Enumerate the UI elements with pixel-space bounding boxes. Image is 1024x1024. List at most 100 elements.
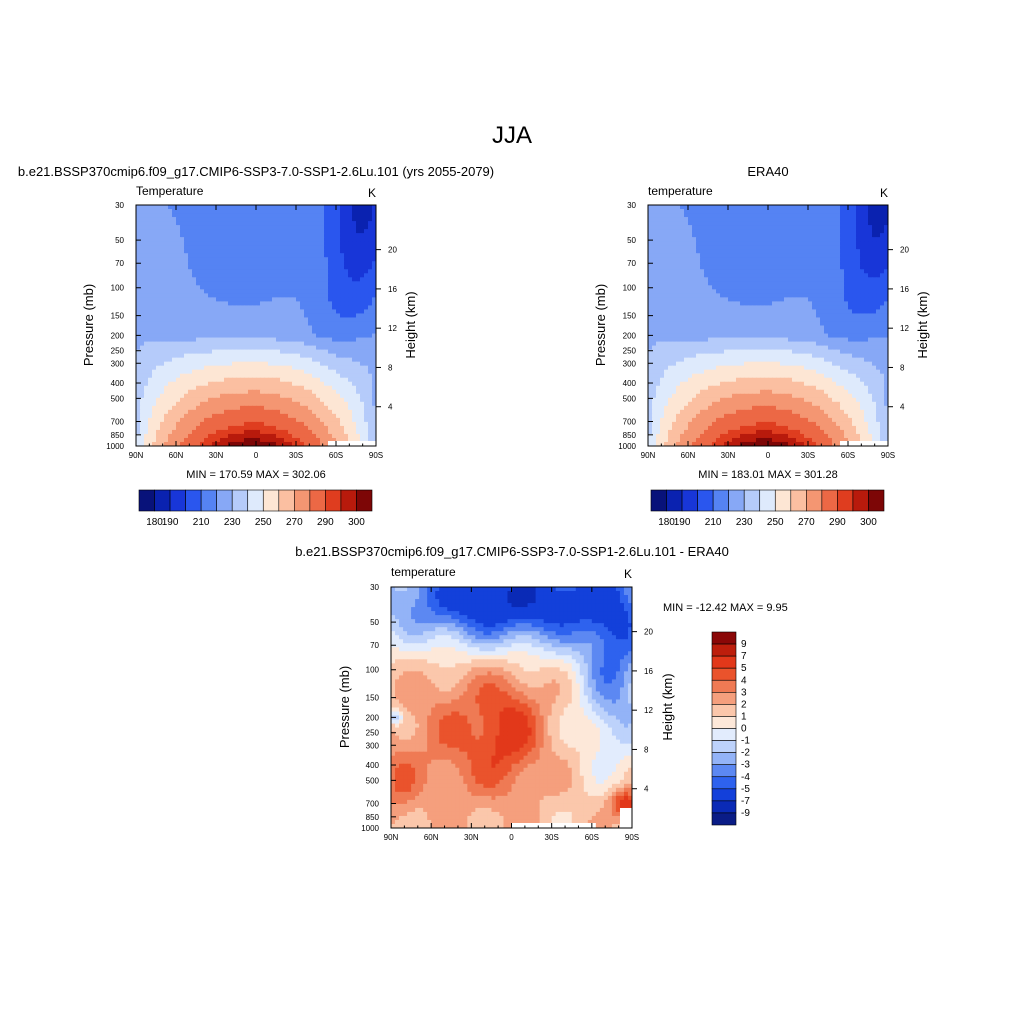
contour-cell [252,389,257,395]
contour-cell [832,213,837,218]
contour-cell [236,389,241,395]
contour-cell [144,221,149,226]
contour-cell [332,365,337,371]
contour-cell [328,265,333,270]
contour-cell [268,281,273,286]
contour-cell [244,341,249,347]
contour-cell [284,269,289,274]
contour-cell [804,225,809,230]
contour-cell [672,205,677,210]
contour-cell [188,245,193,250]
contour-cell [292,229,297,234]
contour-cell [188,257,193,262]
contour-cell [840,273,845,278]
contour-cell [264,381,269,387]
contour-cell [208,297,213,302]
contour-cell [692,233,697,238]
contour-cell [328,365,333,371]
contour-cell [208,337,213,343]
contour-cell [824,265,829,270]
contour-cell [144,361,149,367]
contour-cell [752,253,757,258]
contour-cell [316,289,321,294]
contour-cell [720,217,725,222]
contour-cell [856,213,861,218]
contour-cell [352,389,357,395]
contour-cell [372,261,377,266]
contour-cell [328,333,333,339]
contour-cell [184,245,189,250]
contour-cell [160,265,165,270]
contour-cell [224,277,229,282]
contour-cell [272,365,277,371]
contour-cell [668,217,673,222]
contour-cell [260,313,265,318]
contour-cell [712,249,717,254]
contour-cell [748,249,753,254]
contour-cell [336,417,341,423]
contour-cell [296,353,301,359]
contour-cell [348,305,353,310]
contour-cell [252,285,257,290]
contour-cell [240,353,245,359]
contour-cell [848,277,853,282]
contour-cell [164,337,169,343]
contour-cell [220,309,225,314]
contour-cell [244,257,249,262]
contour-cell [180,397,185,403]
contour-cell [348,293,353,298]
contour-cell [876,265,881,270]
contour-cell [200,265,205,270]
contour-cell [876,221,881,226]
contour-cell [184,225,189,230]
contour-cell [220,253,225,258]
contour-cell [140,237,145,242]
contour-cell [244,305,249,310]
contour-cell [136,229,141,234]
contour-cell [776,281,781,286]
contour-cell [684,277,689,282]
contour-cell [168,405,173,411]
contour-cell [144,305,149,310]
contour-cell [240,349,245,355]
contour-cell [300,245,305,250]
contour-cell [260,293,265,298]
contour-cell [156,329,161,335]
contour-cell [212,225,217,230]
contour-cell [284,229,289,234]
contour-cell [692,265,697,270]
contour-cell [224,333,229,339]
contour-cell [152,433,157,439]
contour-cell [152,217,157,222]
contour-cell [204,333,209,339]
contour-cell [236,429,241,435]
contour-cell [284,213,289,218]
contour-cell [860,221,865,226]
contour-cell [180,281,185,286]
contour-cell [296,337,301,343]
contour-cell [284,381,289,387]
contour-cell [352,425,357,431]
contour-cell [192,357,197,363]
contour-cell [300,405,305,411]
contour-cell [204,353,209,359]
contour-cell [140,225,145,230]
contour-cell [344,337,349,343]
contour-cell [364,385,369,391]
contour-cell [720,237,725,242]
colorbar-label: 190 [162,517,179,528]
contour-cell [780,229,785,234]
contour-cell [336,369,341,375]
contour-cell [344,213,349,218]
contour-cell [176,313,181,318]
contour-cell [136,325,141,331]
contour-cell [320,329,325,335]
contour-cell [828,277,833,282]
contour-cell [152,233,157,238]
contour-cell [140,349,145,355]
contour-cell [188,341,193,347]
contour-cell [792,269,797,274]
contour-cell [660,273,665,278]
contour-cell [272,257,277,262]
contour-cell [288,217,293,222]
